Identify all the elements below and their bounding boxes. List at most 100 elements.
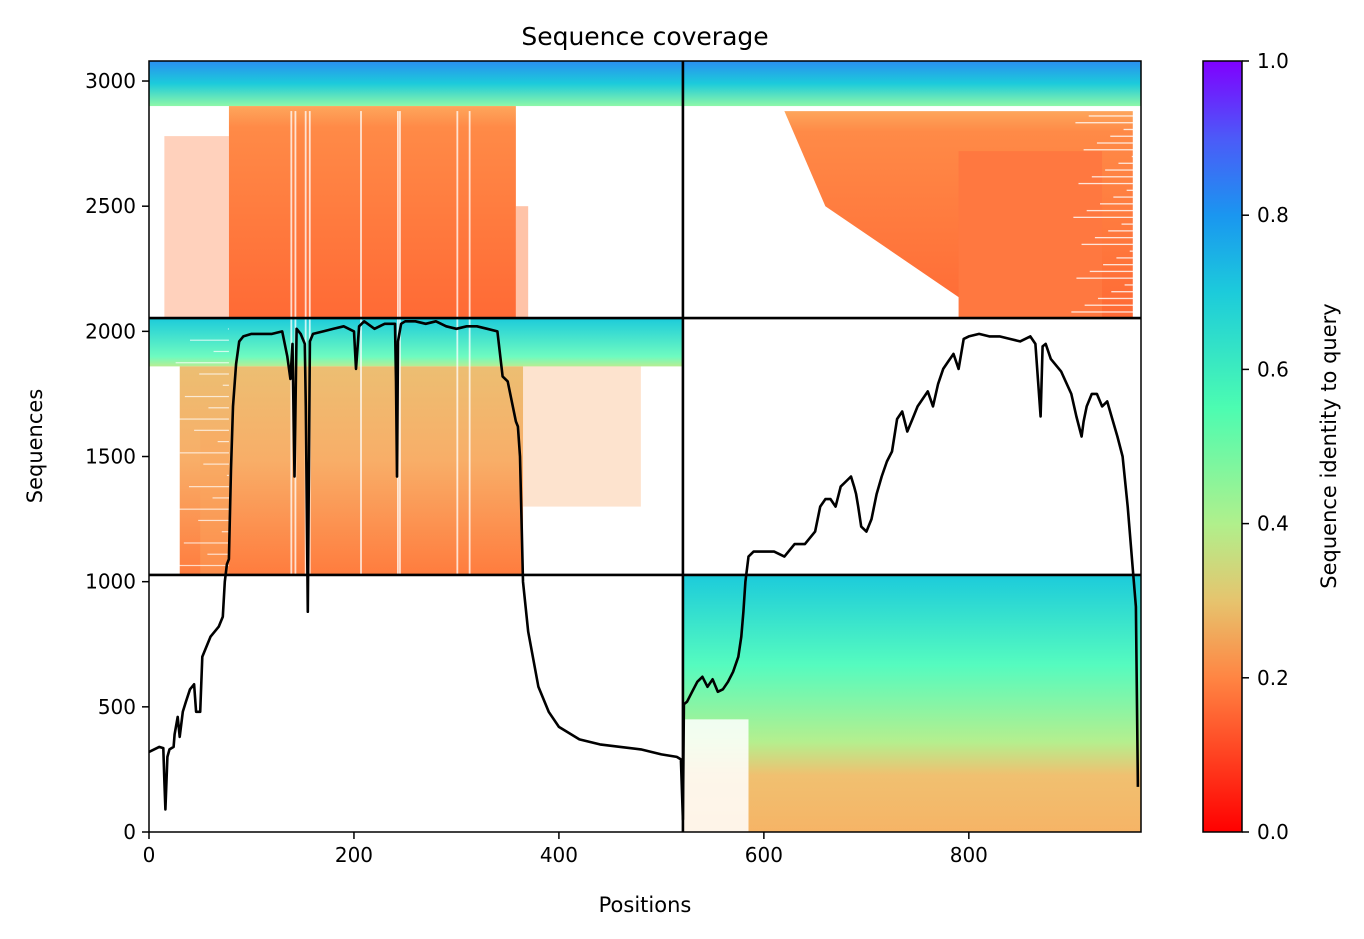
gap-row-2 xyxy=(183,542,229,544)
gap-row-b-15 xyxy=(1086,209,1141,212)
colorbar-tick-label: 0.2 xyxy=(1257,666,1289,690)
colorbar-tick-label: 0.4 xyxy=(1257,512,1289,536)
y-axis: 0 500 1000 1500 2000 2500 3000 xyxy=(85,69,149,844)
gap-row-1 xyxy=(207,553,229,555)
gap-row-b-26 xyxy=(1110,135,1141,137)
gap-row-11 xyxy=(217,440,229,443)
y-tick-label: 2000 xyxy=(85,319,136,343)
y-tick-label: 1000 xyxy=(85,570,136,594)
gap-row-b-5 xyxy=(1076,277,1141,279)
gap-row-b-3 xyxy=(1111,291,1141,293)
coverage-line xyxy=(149,319,1140,821)
block-a-unpaired-core xyxy=(179,366,524,575)
gap-row-b-6 xyxy=(1089,270,1141,273)
gap-row-b-20 xyxy=(1091,176,1141,178)
colorbar-tick-label: 0.8 xyxy=(1257,203,1289,227)
block-b-paired-top xyxy=(682,61,1141,107)
gap-row-4 xyxy=(198,519,229,522)
gap-row-b-18 xyxy=(1126,189,1141,191)
gap-row-20 xyxy=(189,339,229,341)
y-axis-label: Sequences xyxy=(23,389,47,504)
gap-row-0 xyxy=(169,564,229,567)
chain-boundaries xyxy=(149,61,1141,832)
gap-stripe-6 xyxy=(399,111,401,575)
gap-row-12 xyxy=(194,429,229,431)
gap-row-b-10 xyxy=(1081,243,1141,246)
gap-row-18 xyxy=(175,362,229,364)
y-tick-label: 0 xyxy=(123,820,136,844)
gap-row-b-2 xyxy=(1097,297,1141,300)
colorbar-tick-label: 0.6 xyxy=(1257,357,1289,381)
msa-heatmap xyxy=(149,61,1141,832)
x-tick-label: 200 xyxy=(335,843,373,867)
colorbar xyxy=(1202,60,1243,833)
x-tick-label: 400 xyxy=(540,843,578,867)
y-tick-label: 500 xyxy=(98,695,136,719)
gap-row-21 xyxy=(227,328,229,330)
y-tick-label: 3000 xyxy=(85,69,136,93)
x-tick-label: 800 xyxy=(950,843,988,867)
block-a-unpaired-top xyxy=(149,318,683,367)
gap-row-b-19 xyxy=(1078,182,1141,185)
x-tick-label: 0 xyxy=(143,843,156,867)
gap-row-16 xyxy=(222,384,229,386)
gap-row-b-0 xyxy=(1071,311,1141,313)
gap-row-5 xyxy=(174,508,229,510)
gap-row-b-25 xyxy=(1096,142,1141,144)
gap-row-10 xyxy=(179,452,229,454)
gap-row-b-11 xyxy=(1094,236,1141,239)
colorbar-label: Sequence identity to query xyxy=(1317,303,1341,588)
gap-row-b-7 xyxy=(1103,264,1141,266)
chart-title: Sequence coverage xyxy=(521,22,768,51)
gap-row-b-8 xyxy=(1116,257,1141,259)
x-axis: 0 200 400 600 800 xyxy=(143,832,988,867)
gap-row-b-16 xyxy=(1100,203,1141,205)
gap-row-b-28 xyxy=(1075,122,1141,124)
block-a-unpaired-right xyxy=(523,366,641,507)
gap-row-b-24 xyxy=(1083,149,1141,151)
gap-row-19 xyxy=(213,350,229,353)
gap-row-b-4 xyxy=(1124,284,1141,286)
block-b-paired-dense xyxy=(958,151,1103,319)
gap-stripe-8 xyxy=(468,111,471,575)
gap-row-b-21 xyxy=(1105,169,1141,171)
gap-row-14 xyxy=(208,407,229,409)
gap-row-3 xyxy=(221,531,229,533)
gap-row-8 xyxy=(226,474,229,476)
block-a-paired-left xyxy=(164,136,229,319)
block-a-paired-right xyxy=(515,206,529,319)
gap-row-b-1 xyxy=(1084,304,1141,306)
x-axis-label: Positions xyxy=(599,893,692,917)
plot-area xyxy=(149,61,1141,832)
gap-row-b-14 xyxy=(1073,216,1141,219)
gap-row-b-9 xyxy=(1129,250,1141,252)
block-b-unpaired xyxy=(682,574,1141,832)
gap-row-17 xyxy=(199,373,229,375)
block-a-unpaired-left xyxy=(200,431,229,575)
colorbar-tick-label: 0.0 xyxy=(1257,820,1289,844)
gap-stripe-0 xyxy=(290,111,293,575)
gap-row-7 xyxy=(188,486,229,488)
gap-row-b-17 xyxy=(1113,196,1141,198)
x-tick-label: 600 xyxy=(745,843,783,867)
gap-row-13 xyxy=(170,418,229,420)
gap-row-b-29 xyxy=(1088,115,1141,117)
gap-row-6 xyxy=(212,497,229,499)
colorbar-axis: 0.0 0.2 0.4 0.6 0.8 1.0 xyxy=(1242,49,1289,844)
gap-row-b-22 xyxy=(1118,162,1141,164)
block-a-paired-core xyxy=(228,106,516,319)
gap-row-b-13 xyxy=(1121,223,1141,225)
colorbar-tick-label: 1.0 xyxy=(1257,49,1289,73)
plot-frame xyxy=(148,60,1142,833)
block-b-unpaired-gap xyxy=(682,719,749,832)
gap-row-b-23 xyxy=(1131,155,1141,158)
gap-stripe-7 xyxy=(456,111,459,575)
gap-row-15 xyxy=(184,395,229,398)
y-tick-label: 1500 xyxy=(85,445,136,469)
gap-row-b-12 xyxy=(1108,230,1141,232)
y-tick-label: 2500 xyxy=(85,194,136,218)
gap-row-b-27 xyxy=(1123,128,1141,131)
gap-stripe-4 xyxy=(360,111,362,575)
gap-row-9 xyxy=(203,463,229,465)
